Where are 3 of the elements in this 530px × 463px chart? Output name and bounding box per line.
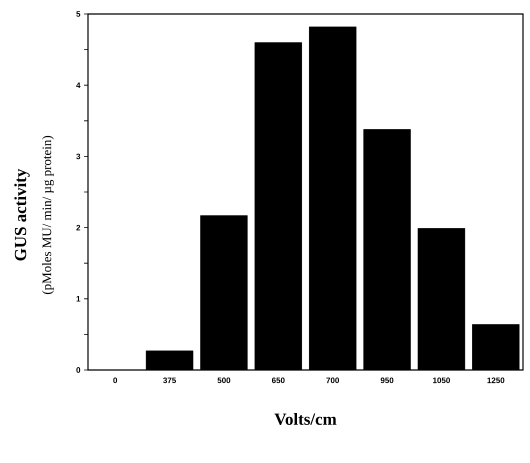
x-axis-title: Volts/cm <box>274 412 336 425</box>
y-axis-title: GUS activity <box>14 168 30 261</box>
text: (pMoles MU/ min/ µg protein) <box>42 136 54 294</box>
